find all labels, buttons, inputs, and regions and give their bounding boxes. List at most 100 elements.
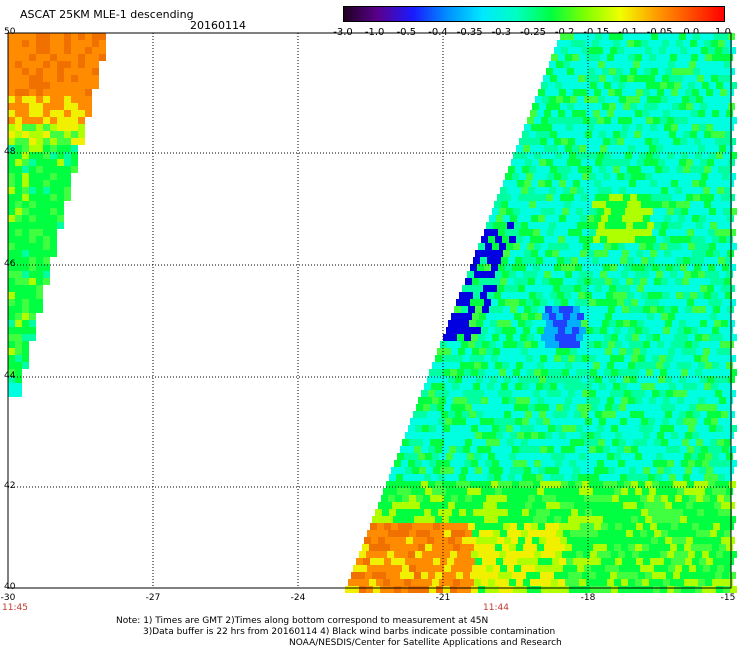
- swath-pixel: [406, 502, 413, 509]
- swath-pixel: [679, 103, 686, 110]
- swath-pixel: [594, 124, 601, 131]
- swath-pixel: [36, 89, 43, 96]
- swath-pixel: [516, 236, 523, 243]
- swath-pixel: [702, 152, 709, 159]
- swath-pixel: [15, 33, 22, 40]
- swath-pixel: [513, 369, 520, 376]
- swath-pixel: [698, 110, 705, 117]
- swath-pixel: [671, 306, 678, 313]
- swath-pixel: [540, 138, 547, 145]
- swath-pixel: [29, 320, 36, 327]
- swath-pixel: [64, 75, 71, 82]
- swath-pixel: [15, 166, 22, 173]
- swath-pixel: [579, 236, 586, 243]
- swath-pixel: [583, 586, 590, 593]
- swath-pixel: [708, 138, 715, 145]
- swath-pixel: [633, 222, 640, 229]
- swath-pixel: [421, 446, 428, 453]
- swath-pixel: [691, 271, 698, 278]
- swath-pixel: [544, 362, 551, 369]
- swath-pixel: [510, 250, 517, 257]
- swath-pixel: [420, 537, 427, 544]
- swath-pixel: [465, 530, 472, 537]
- swath-pixel: [477, 299, 484, 306]
- swath-pixel: [496, 250, 503, 257]
- swath-pixel: [545, 89, 552, 96]
- swath-pixel: [85, 82, 92, 89]
- swath-pixel: [672, 537, 679, 544]
- swath-pixel: [29, 145, 36, 152]
- swath-pixel: [606, 383, 613, 390]
- swath-pixel: [440, 523, 447, 530]
- swath-pixel: [700, 411, 707, 418]
- swath-pixel: [532, 376, 539, 383]
- swath-pixel: [542, 187, 549, 194]
- swath-pixel: [626, 530, 633, 537]
- swath-pixel: [438, 509, 445, 516]
- swath-pixel: [92, 33, 99, 40]
- swath-pixel: [657, 89, 664, 96]
- swath-pixel: [585, 166, 592, 173]
- swath-pixel: [556, 222, 563, 229]
- swath-pixel: [500, 222, 507, 229]
- swath-pixel: [692, 523, 699, 530]
- swath-pixel: [726, 544, 733, 551]
- swath-pixel: [508, 509, 515, 516]
- swath-pixel: [29, 131, 36, 138]
- swath-pixel: [718, 40, 725, 47]
- swath-pixel: [594, 558, 601, 565]
- swath-pixel: [64, 47, 71, 54]
- swath-pixel: [658, 194, 665, 201]
- swath-pixel: [687, 138, 694, 145]
- swath-pixel: [383, 488, 390, 495]
- swath-pixel: [504, 320, 511, 327]
- swath-pixel: [487, 257, 494, 264]
- swath-pixel: [673, 572, 680, 579]
- swath-pixel: [526, 390, 533, 397]
- swath-pixel: [666, 173, 673, 180]
- swath-pixel: [721, 320, 728, 327]
- swath-pixel: [465, 495, 472, 502]
- swath-pixel: [488, 579, 495, 586]
- swath-pixel: [717, 404, 724, 411]
- swath-pixel: [690, 383, 697, 390]
- swath-pixel: [606, 40, 613, 47]
- swath-pixel: [637, 68, 644, 75]
- swath-pixel: [64, 152, 71, 159]
- swath-pixel: [424, 383, 431, 390]
- swath-pixel: [676, 509, 683, 516]
- swath-pixel: [709, 117, 716, 124]
- swath-pixel: [484, 299, 491, 306]
- swath-pixel: [480, 292, 487, 299]
- swath-pixel: [465, 404, 472, 411]
- swath-pixel: [370, 558, 377, 565]
- swath-pixel: [703, 61, 710, 68]
- swath-pixel: [638, 572, 645, 579]
- swath-pixel: [670, 453, 677, 460]
- swath-pixel: [709, 551, 716, 558]
- swath-pixel: [699, 341, 706, 348]
- swath-pixel: [15, 187, 22, 194]
- swath-pixel: [502, 544, 509, 551]
- swath-pixel: [590, 243, 597, 250]
- swath-pixel: [50, 89, 57, 96]
- swath-pixel: [36, 152, 43, 159]
- swath-pixel: [503, 432, 510, 439]
- swath-pixel: [451, 348, 458, 355]
- swath-pixel: [680, 138, 687, 145]
- swath-pixel: [697, 40, 704, 47]
- swath-pixel: [651, 320, 658, 327]
- swath-pixel: [724, 348, 731, 355]
- swath-pixel: [609, 103, 616, 110]
- swath-pixel: [15, 348, 22, 355]
- swath-pixel: [461, 523, 468, 530]
- swath-pixel: [681, 243, 688, 250]
- swath-pixel: [564, 292, 571, 299]
- swath-pixel: [674, 425, 681, 432]
- swath-pixel: [566, 558, 573, 565]
- swath-pixel: [652, 173, 659, 180]
- swath-pixel: [8, 208, 15, 215]
- swath-pixel: [502, 488, 509, 495]
- swath-pixel: [43, 201, 50, 208]
- swath-pixel: [597, 460, 604, 467]
